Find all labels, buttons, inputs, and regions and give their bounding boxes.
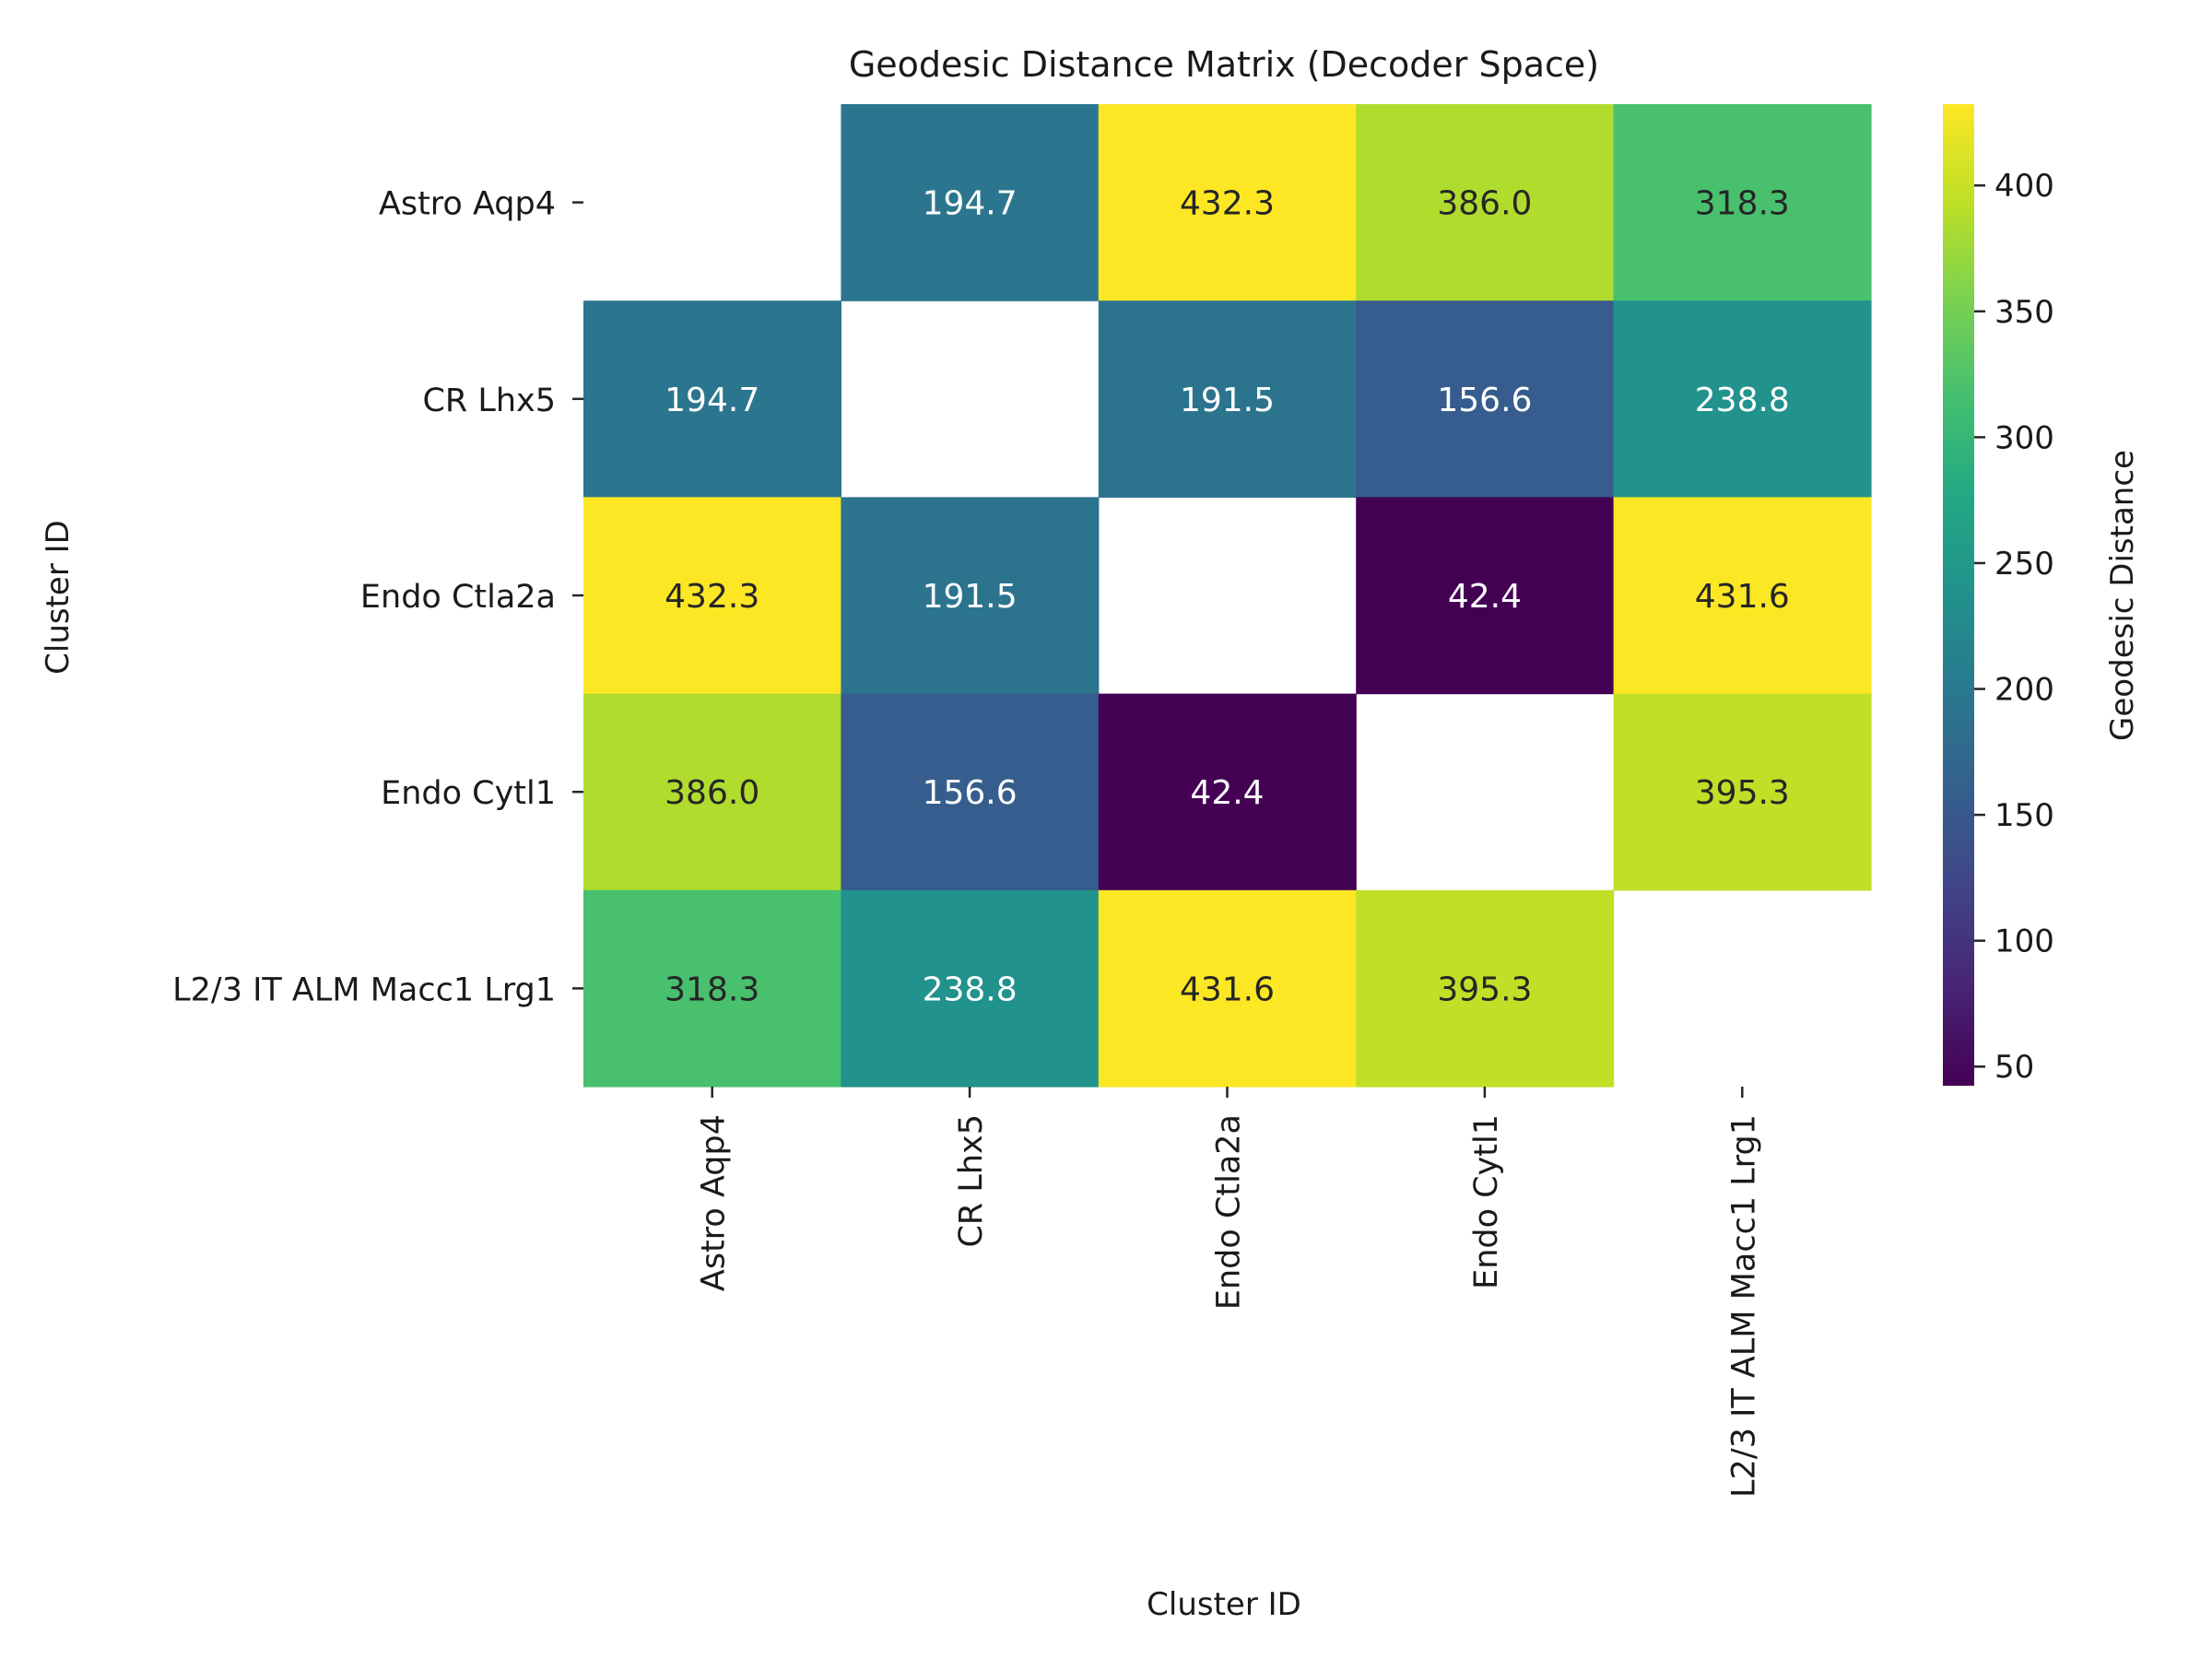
colorbar-label: Geodesic Distance [2104,450,2141,741]
cell-value-label: 395.3 [1437,971,1532,1008]
cell-value-label: 238.8 [923,971,1018,1008]
colorbar-gradient [1943,104,1974,1086]
cell-value-label: 318.3 [665,971,759,1008]
colorbar-tick-label: 200 [1994,672,2054,709]
heatmap-cell [583,300,841,498]
heatmap-cell [1613,497,1872,695]
cell-value-label: 432.3 [1180,185,1275,223]
colorbar-tick-label: 50 [1994,1049,2034,1086]
heatmap-cell [1356,104,1615,301]
chart-title: Geodesic Distance Matrix (Decoder Space) [849,44,1599,85]
y-tick-label: Astro Aqp4 [379,186,556,223]
cell-value-label: 42.4 [1190,774,1264,812]
x-axis-label: Cluster ID [1147,1586,1301,1623]
y-axis-label: Cluster ID [40,520,76,675]
y-tick-label: Endo Cytl1 [381,775,556,812]
y-tick-label: CR Lhx5 [422,382,556,419]
x-tick-label: CR Lhx5 [953,1114,990,1248]
y-tick-label: Endo Ctla2a [360,579,556,616]
colorbar-ticks: 50 100 150 200 250 300 350 400 [1974,168,2054,1086]
heatmap-cell [1098,300,1357,498]
cell-value-label: 395.3 [1695,774,1790,812]
cell-value-label: 42.4 [1448,578,1522,616]
cell-value-label: 194.7 [923,185,1018,223]
heatmap-cell-labels: 194.7 432.3 386.0 318.3 194.7 191.5 156.6 238.8… [665,185,1790,1009]
heatmap-cell [583,497,841,695]
heatmap-cell [841,497,1100,695]
heatmap-cell [1613,693,1872,891]
colorbar-tick-label: 300 [1994,419,2054,456]
y-axis: Astro Aqp4 CR Lhx5 Endo Ctla2a Endo Cytl1 L2… [172,186,583,1008]
cell-value-label: 431.6 [1695,578,1790,616]
cell-value-label: 238.8 [1695,382,1790,419]
x-tick-label: L2/3 IT ALM Macc1 Lrg1 [1725,1114,1762,1498]
x-tick-label: Endo Ctla2a [1211,1114,1248,1310]
heatmap-cell [1613,104,1872,301]
heatmap-cell [583,889,841,1088]
colorbar-tick-label: 250 [1994,546,2054,582]
cell-value-label: 194.7 [665,382,759,419]
cell-value-label: 386.0 [665,774,759,812]
colorbar-tick-label: 150 [1994,797,2054,834]
colorbar-tick-label: 350 [1994,294,2054,331]
x-tick-label: Endo Cytl1 [1468,1114,1505,1289]
heatmap-cell [841,693,1100,891]
colorbar: 50 100 150 200 250 300 350 400 Geodesic Distanc… [1943,104,2141,1086]
heatmap-cells [583,104,1872,1088]
colorbar-tick-label: 100 [1994,924,2054,960]
heatmap-cell [583,693,841,891]
colorbar-tick-label: 400 [1994,168,2054,205]
cell-value-label: 156.6 [1437,382,1532,419]
cell-value-label: 386.0 [1437,185,1532,223]
cell-value-label: 431.6 [1180,971,1275,1008]
cell-value-label: 156.6 [923,774,1018,812]
x-axis: Astro Aqp4 CR Lhx5 Endo Ctla2a Endo Cytl1 L2… [696,1087,1762,1498]
heatmap-cell [1098,889,1357,1088]
heatmap-cell [1356,889,1615,1088]
heatmap-cell [1098,693,1357,891]
heatmap-cell [1098,104,1357,301]
heatmap-cell [841,104,1100,301]
heatmap-cell [841,889,1100,1088]
heatmap-cell [1356,497,1615,695]
cell-value-label: 191.5 [923,578,1018,616]
cell-value-label: 191.5 [1180,382,1275,419]
cell-value-label: 432.3 [665,578,759,616]
x-tick-label: Astro Aqp4 [696,1114,733,1291]
heatmap-cell [1613,300,1872,498]
cell-value-label: 318.3 [1695,185,1790,223]
heatmap-cell [1356,300,1615,498]
y-tick-label: L2/3 IT ALM Macc1 Lrg1 [172,971,556,1008]
